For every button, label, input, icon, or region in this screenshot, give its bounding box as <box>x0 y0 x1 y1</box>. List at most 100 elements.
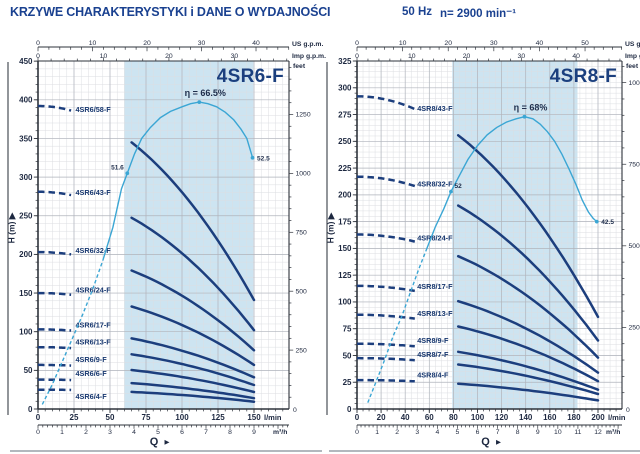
svg-text:750: 750 <box>629 161 640 168</box>
curve-label: 4SR8/32-F <box>417 179 453 188</box>
svg-text:150: 150 <box>338 244 352 253</box>
pump-curve <box>130 381 256 400</box>
curve-label: 4SR6/43-F <box>75 188 111 197</box>
svg-text:400: 400 <box>19 96 33 105</box>
svg-text:40: 40 <box>536 40 544 47</box>
svg-text:160: 160 <box>543 413 557 422</box>
curve-label: 4SR6/58-F <box>75 105 111 114</box>
efficiency-marker <box>594 219 599 224</box>
pump-curve-dashed <box>38 291 72 296</box>
svg-text:250: 250 <box>629 325 640 332</box>
svg-text:9: 9 <box>252 429 256 436</box>
svg-text:11: 11 <box>574 429 581 436</box>
svg-text:l/min: l/min <box>608 413 626 422</box>
page-title: KRZYWE CHARAKTERYSTYKI i DANE O WYDAJNOŚ… <box>10 5 331 19</box>
svg-text:H (m) ▶: H (m) ▶ <box>326 211 336 243</box>
svg-text:10: 10 <box>100 53 108 60</box>
svg-text:250: 250 <box>338 137 352 146</box>
svg-text:▶: ▶ <box>165 439 171 446</box>
pump-curve-dashed <box>38 345 72 350</box>
svg-text:75: 75 <box>142 413 151 422</box>
svg-text:20: 20 <box>377 413 386 422</box>
svg-text:350: 350 <box>19 134 33 143</box>
svg-text:20: 20 <box>444 40 452 47</box>
pump-curve <box>130 390 256 403</box>
svg-text:80: 80 <box>449 413 458 422</box>
efficiency-marker <box>522 114 527 119</box>
curve-label: 4SR6/4-F <box>75 392 107 401</box>
svg-text:140: 140 <box>519 413 533 422</box>
svg-text:40: 40 <box>252 40 260 47</box>
efficiency-marker <box>250 155 255 160</box>
svg-text:150: 150 <box>19 289 33 298</box>
efficiency-marker <box>125 171 130 176</box>
svg-text:20: 20 <box>143 40 151 47</box>
curve-label: 4SR8/24-F <box>417 234 453 243</box>
svg-text:30: 30 <box>490 40 498 47</box>
svg-text:275: 275 <box>338 110 352 119</box>
svg-text:0: 0 <box>355 40 359 47</box>
pump-curve <box>456 325 600 383</box>
curve-label: 4SR8/17-F <box>417 282 453 291</box>
curve-label: 4SR6/6-F <box>75 369 107 378</box>
curve-label: 4SR8/7-F <box>417 350 449 359</box>
svg-text:1250: 1250 <box>296 112 311 119</box>
svg-text:20: 20 <box>165 53 173 60</box>
svg-text:30: 30 <box>518 53 526 60</box>
svg-text:10: 10 <box>89 40 97 47</box>
pump-curve-dashed <box>38 328 72 332</box>
svg-text:6: 6 <box>180 429 184 436</box>
svg-text:180: 180 <box>567 413 581 422</box>
svg-text:25: 25 <box>343 378 352 387</box>
svg-text:1000: 1000 <box>629 80 640 87</box>
svg-text:100: 100 <box>338 298 352 307</box>
svg-text:30: 30 <box>231 53 239 60</box>
pump-curve-dashed <box>38 104 72 112</box>
curve-label: 4SR8/13-F <box>417 309 453 318</box>
svg-text:η = 66.5%: η = 66.5% <box>185 88 226 98</box>
speed-label: n= 2900 min⁻¹ <box>440 8 517 20</box>
svg-text:20: 20 <box>463 53 471 60</box>
chart-title: 4SR8-F <box>550 66 617 87</box>
svg-text:325: 325 <box>338 57 352 66</box>
svg-text:0: 0 <box>293 407 297 414</box>
curve-label: 4SR6/24-F <box>75 285 111 294</box>
svg-text:40: 40 <box>572 53 580 60</box>
pump-curve <box>130 269 256 352</box>
frequency-label: 50 Hz <box>402 6 433 18</box>
svg-text:0: 0 <box>347 405 352 414</box>
curve-label: 4SR8/4-F <box>417 370 449 379</box>
svg-text:US g.p.m.: US g.p.m. <box>292 41 323 48</box>
efficiency-marker <box>449 189 453 194</box>
svg-text:52.5: 52.5 <box>257 155 270 162</box>
svg-text:75: 75 <box>343 324 352 333</box>
svg-text:▶: ▶ <box>496 439 502 446</box>
svg-text:30: 30 <box>198 40 206 47</box>
svg-text:m³/h: m³/h <box>273 429 287 436</box>
svg-text:500: 500 <box>296 288 308 295</box>
efficiency-curve-dashed <box>41 260 104 405</box>
svg-text:50: 50 <box>343 351 352 360</box>
curve-label: 4SR6/32-F <box>75 246 111 255</box>
pump-curve-dashed <box>357 175 416 188</box>
svg-text:3: 3 <box>108 429 112 436</box>
curve-label: 4SR8/9-F <box>417 336 449 345</box>
svg-text:m³/h: m³/h <box>606 429 620 436</box>
pump-curve-dashed <box>38 378 72 382</box>
svg-text:40: 40 <box>401 413 410 422</box>
svg-text:4: 4 <box>435 429 439 436</box>
svg-text:10: 10 <box>408 53 416 60</box>
svg-text:feet: feet <box>293 63 306 70</box>
svg-text:η = 68%: η = 68% <box>514 103 548 113</box>
svg-text:42.5: 42.5 <box>601 219 614 226</box>
svg-text:Imp g.p.m.: Imp g.p.m. <box>292 53 326 60</box>
svg-text:0: 0 <box>36 413 41 422</box>
svg-text:500: 500 <box>629 243 640 250</box>
pump-curve <box>456 382 600 402</box>
svg-text:175: 175 <box>338 217 352 226</box>
svg-text:H (m) ▶: H (m) ▶ <box>7 211 17 243</box>
svg-text:8: 8 <box>228 429 232 436</box>
svg-text:5: 5 <box>156 429 160 436</box>
svg-text:0: 0 <box>36 53 40 60</box>
